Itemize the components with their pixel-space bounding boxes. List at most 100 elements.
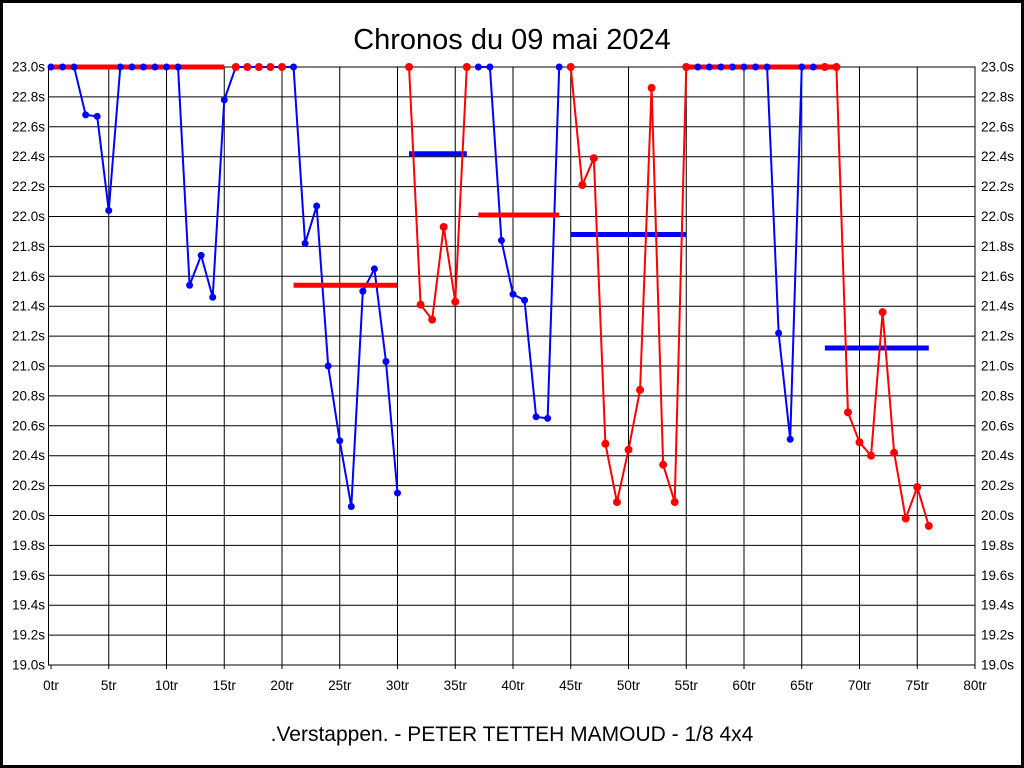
chart-footer: .Verstappen. - PETER TETTEH MAMOUD - 1/8… xyxy=(270,723,754,746)
blue-data-point xyxy=(324,362,332,370)
red-data-point xyxy=(924,521,933,530)
blue-data-point xyxy=(809,63,817,71)
blue-data-point xyxy=(509,290,517,298)
blue-data-point xyxy=(497,236,505,244)
y-tick-label-right: 22.8s xyxy=(981,89,1014,104)
blue-data-point xyxy=(151,63,159,71)
blue-data-point xyxy=(775,329,783,337)
blue-data-point xyxy=(486,63,494,71)
blue-data-point xyxy=(474,63,482,71)
blue-data-point xyxy=(128,63,136,71)
red-data-point xyxy=(659,460,668,469)
y-tick-label-left: 22.8s xyxy=(12,89,45,104)
blue-data-point xyxy=(394,489,401,497)
blue-data-point xyxy=(544,414,552,422)
y-tick-label-left: 21.8s xyxy=(12,239,45,254)
blue-data-point xyxy=(370,265,378,273)
plot-border xyxy=(48,66,976,666)
y-tick-label-right: 21.2s xyxy=(981,329,1014,344)
blue-data-point xyxy=(521,296,529,304)
y-tick-label-left: 20.2s xyxy=(12,478,45,493)
blue-data-point xyxy=(290,63,298,71)
y-tick-label-right: 22.2s xyxy=(981,179,1014,194)
y-tick-label-right: 19.0s xyxy=(981,658,1014,673)
red-data-point xyxy=(612,498,621,507)
x-tick-label: 25tr xyxy=(328,678,352,693)
chart-title: Chronos du 09 mai 2024 xyxy=(353,24,671,56)
x-tick-label: 20tr xyxy=(270,678,294,693)
x-tick-label: 5tr xyxy=(101,678,117,693)
blue-data-point xyxy=(798,63,806,71)
red-data-point xyxy=(578,181,587,190)
y-tick-label-right: 20.0s xyxy=(981,508,1014,523)
red-data-point xyxy=(266,63,275,71)
blue-data-point xyxy=(336,437,344,445)
x-tick-label: 0tr xyxy=(43,678,59,693)
red-data-point xyxy=(428,315,437,324)
red-data-point xyxy=(867,451,876,460)
x-tick-label: 45tr xyxy=(559,678,583,693)
blue-data-point xyxy=(740,63,748,71)
red-data-point xyxy=(647,83,656,92)
y-tick-label-left: 20.8s xyxy=(12,388,45,403)
blue-data-point xyxy=(786,435,794,443)
red-data-point xyxy=(462,63,471,71)
red-data-point xyxy=(566,63,575,71)
blue-data-point xyxy=(532,413,540,421)
red-data-point xyxy=(231,63,240,71)
blue-data-point xyxy=(209,293,217,301)
blue-data-point xyxy=(313,202,321,210)
red-data-point xyxy=(451,297,460,306)
y-tick-label-left: 19.6s xyxy=(12,568,45,583)
x-tick-label: 10tr xyxy=(155,678,179,693)
red-data-point xyxy=(878,308,887,317)
y-tick-label-left: 23.0s xyxy=(12,60,45,75)
x-tick-label: 35tr xyxy=(444,678,468,693)
y-tick-label-right: 21.6s xyxy=(981,269,1014,284)
y-tick-label-right: 19.6s xyxy=(981,568,1014,583)
blue-data-point xyxy=(197,251,205,259)
red-data-point xyxy=(278,63,286,71)
y-tick-label-right: 19.2s xyxy=(981,628,1014,643)
y-tick-label-right: 22.0s xyxy=(981,209,1014,224)
y-tick-label-right: 22.6s xyxy=(981,119,1014,134)
x-tick-label: 55tr xyxy=(675,678,699,693)
red-data-point xyxy=(890,448,899,457)
x-tick-label: 60tr xyxy=(732,678,756,693)
red-data-point xyxy=(682,63,691,71)
blue-data-point xyxy=(347,503,355,511)
blue-data-point xyxy=(186,281,194,289)
blue-data-point xyxy=(301,239,309,247)
blue-data-point xyxy=(382,358,390,366)
blue-data-point xyxy=(163,63,170,71)
red-data-point xyxy=(636,385,645,394)
blue-data-point xyxy=(359,287,367,295)
y-tick-label-left: 21.4s xyxy=(12,299,45,314)
x-tick-label: 80tr xyxy=(963,678,987,693)
red-data-point xyxy=(601,439,610,448)
blue-data-point xyxy=(174,63,182,71)
blue-trace-line xyxy=(697,66,814,440)
y-tick-label-left: 21.2s xyxy=(12,329,45,344)
blue-data-point xyxy=(47,63,55,71)
x-tick-label: 75tr xyxy=(906,678,930,693)
y-tick-label-right: 19.8s xyxy=(981,538,1014,553)
y-tick-label-left: 19.4s xyxy=(12,598,45,613)
red-data-point xyxy=(243,63,252,71)
y-tick-label-left: 19.8s xyxy=(12,538,45,553)
red-data-point xyxy=(254,63,263,71)
red-data-point xyxy=(855,438,864,447)
red-data-point xyxy=(624,445,633,454)
x-tick-label: 30tr xyxy=(386,678,410,693)
y-tick-label-right: 20.6s xyxy=(981,418,1014,433)
blue-data-point xyxy=(116,63,124,71)
red-data-point xyxy=(405,63,414,71)
red-data-point xyxy=(843,408,852,417)
red-trace-line xyxy=(408,66,468,323)
y-tick-label-left: 19.0s xyxy=(12,658,45,673)
blue-data-point xyxy=(705,63,713,71)
y-tick-label-left: 22.6s xyxy=(12,119,45,134)
